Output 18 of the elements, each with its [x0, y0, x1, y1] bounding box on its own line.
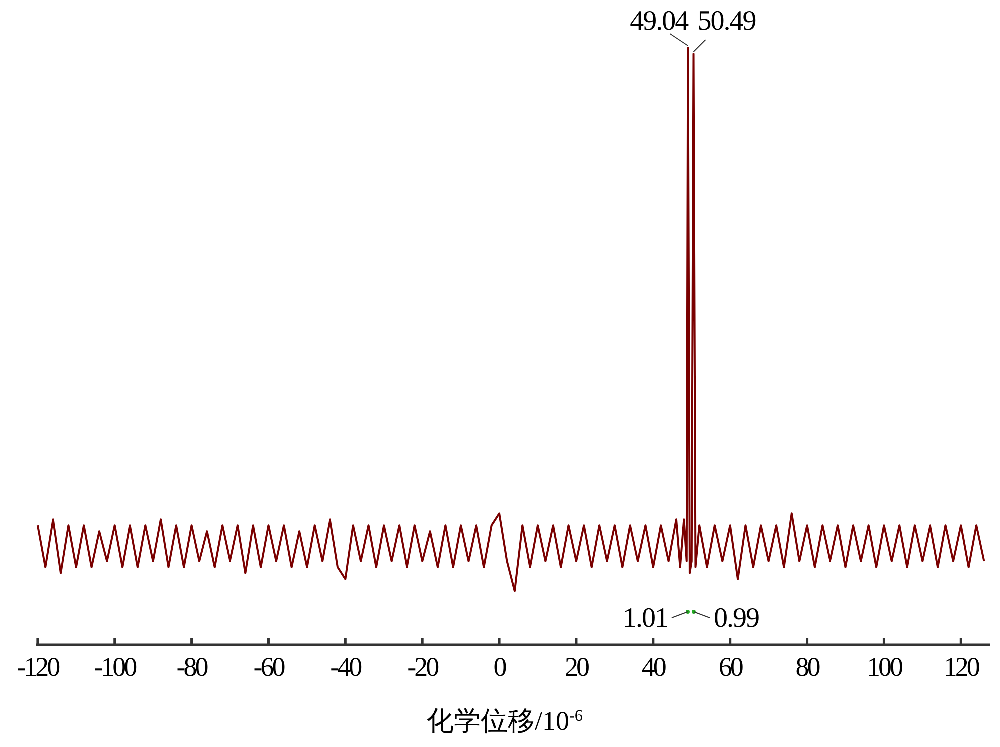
x-tick-label: -20 [408, 652, 440, 682]
x-tick-label: 20 [564, 652, 590, 682]
x-tick-label: 120 [944, 652, 980, 682]
x-tick-label: 60 [718, 652, 744, 682]
annotation: 49.04 [630, 6, 690, 37]
x-tick-label: -60 [254, 652, 286, 682]
x-tick-label: 0 [494, 652, 507, 682]
x-tick-label: -40 [330, 652, 362, 682]
x-tick-label: -100 [94, 652, 138, 682]
annotation: 0.99 [714, 603, 759, 634]
x-axis-title: 化学位移/10$^{-6}$ [427, 706, 583, 736]
annotation: 50.49 [698, 6, 756, 37]
x-tick-label: -120 [17, 652, 60, 682]
annotation: 1.01 [622, 603, 668, 634]
x-tick-label: 100 [866, 652, 903, 682]
x-tick-label: -80 [176, 652, 208, 682]
x-tick-label: 40 [642, 652, 666, 682]
x-tick-label: 80 [796, 652, 820, 682]
